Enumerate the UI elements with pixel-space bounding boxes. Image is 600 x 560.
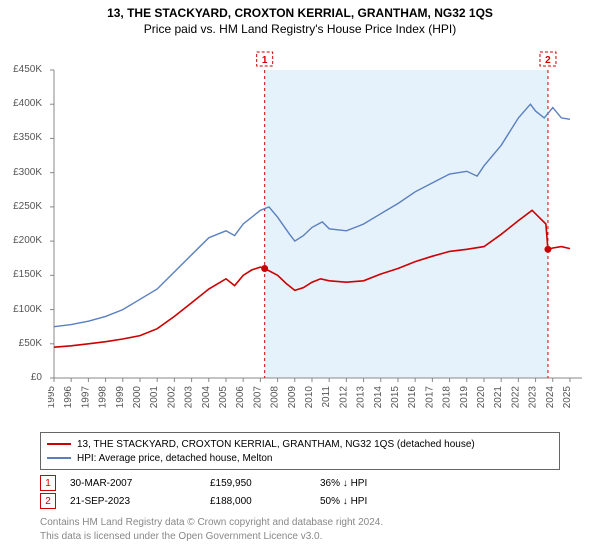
- x-tick-label: 2017: [424, 386, 435, 409]
- x-tick-label: 2004: [201, 386, 212, 409]
- chart-title-1: 13, THE STACKYARD, CROXTON KERRIAL, GRAN…: [0, 6, 600, 20]
- footer-line-2: This data is licensed under the Open Gov…: [40, 530, 560, 544]
- x-tick-label: 2002: [166, 386, 177, 409]
- events-table: 1 30-MAR-2007 £159,950 36% ↓ HPI 2 21-SE…: [40, 474, 560, 510]
- event-marker-icon: 1: [40, 475, 56, 491]
- x-tick-label: 2014: [373, 386, 384, 409]
- x-tick-label: 2021: [493, 386, 504, 409]
- legend-label-1: 13, THE STACKYARD, CROXTON KERRIAL, GRAN…: [77, 439, 475, 450]
- y-tick-label: £450K: [13, 64, 48, 75]
- legend-label-2: HPI: Average price, detached house, Melt…: [77, 453, 273, 464]
- x-tick-label: 2000: [132, 386, 143, 409]
- y-tick-label: £250K: [13, 201, 48, 212]
- x-tick-label: 2010: [304, 386, 315, 409]
- y-tick-label: £100K: [13, 304, 48, 315]
- x-tick-label: 2022: [510, 386, 521, 409]
- event-marker-icon: 2: [40, 493, 56, 509]
- y-tick-label: £300K: [13, 167, 48, 178]
- y-tick-label: £200K: [13, 235, 48, 246]
- chart: 1995 1996 1997 1998 1999 2000 2001 2002 2003 2004…: [48, 50, 588, 420]
- footer-line-1: Contains HM Land Registry data © Crown c…: [40, 516, 560, 530]
- event-date: 21-SEP-2023: [70, 496, 210, 507]
- svg-text:2: 2: [545, 55, 551, 66]
- legend-swatch-1: [47, 443, 71, 445]
- x-tick-label: 1999: [115, 386, 126, 409]
- event-row: 2 21-SEP-2023 £188,000 50% ↓ HPI: [40, 492, 560, 510]
- x-tick-label: 2009: [287, 386, 298, 409]
- svg-text:1: 1: [262, 55, 268, 66]
- event-delta: 50% ↓ HPI: [320, 496, 367, 507]
- x-tick-label: 1997: [80, 386, 91, 409]
- x-tick-label: 2001: [149, 386, 160, 409]
- x-tick-label: 2006: [235, 386, 246, 409]
- y-tick-label: £50K: [19, 338, 48, 349]
- chart-title-2: Price paid vs. HM Land Registry's House …: [0, 22, 600, 36]
- event-delta: 36% ↓ HPI: [320, 478, 367, 489]
- y-tick-label: £350K: [13, 132, 48, 143]
- footer-attribution: Contains HM Land Registry data © Crown c…: [40, 516, 560, 543]
- legend-swatch-2: [47, 457, 71, 459]
- x-tick-label: 1998: [98, 386, 109, 409]
- x-tick-label: 2020: [476, 386, 487, 409]
- x-tick-label: 2019: [459, 386, 470, 409]
- x-tick-label: 1995: [48, 386, 57, 409]
- event-price: £159,950: [210, 478, 320, 489]
- x-tick-label: 2008: [270, 386, 281, 409]
- x-tick-label: 1996: [63, 386, 74, 409]
- x-tick-label: 2015: [390, 386, 401, 409]
- x-tick-label: 2012: [338, 386, 349, 409]
- event-row: 1 30-MAR-2007 £159,950 36% ↓ HPI: [40, 474, 560, 492]
- event-date: 30-MAR-2007: [70, 478, 210, 489]
- x-tick-label: 2016: [407, 386, 418, 409]
- x-tick-label: 2003: [184, 386, 195, 409]
- x-tick-label: 2013: [356, 386, 367, 409]
- y-tick-label: £150K: [13, 269, 48, 280]
- y-tick-label: £0: [31, 372, 48, 383]
- x-tick-label: 2023: [528, 386, 539, 409]
- x-tick-label: 2024: [545, 386, 556, 409]
- legend-box: 13, THE STACKYARD, CROXTON KERRIAL, GRAN…: [40, 432, 560, 470]
- y-tick-label: £400K: [13, 98, 48, 109]
- x-tick-label: 2011: [321, 386, 332, 408]
- x-tick-label: 2005: [218, 386, 229, 409]
- x-tick-label: 2025: [562, 386, 573, 409]
- x-tick-label: 2007: [252, 386, 263, 409]
- x-tick-label: 2018: [442, 386, 453, 409]
- event-price: £188,000: [210, 496, 320, 507]
